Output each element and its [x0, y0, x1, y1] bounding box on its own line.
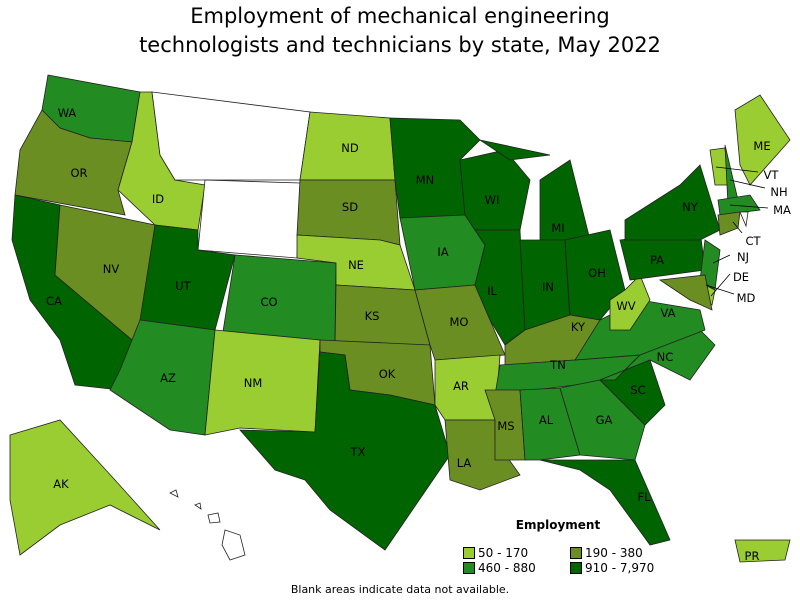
leader-line	[715, 166, 759, 173]
legend-label: 460 - 880	[478, 561, 536, 575]
state-label-id: ID	[152, 192, 164, 206]
state-label-pa: PA	[650, 253, 664, 267]
state-label-ny: NY	[682, 200, 699, 214]
leader-line	[732, 221, 743, 234]
state-wy[interactable]	[197, 179, 301, 259]
state-label-nh: NH	[770, 185, 787, 199]
legend-swatch	[570, 562, 582, 574]
title-line-1: Employment of mechanical engineering	[190, 4, 610, 28]
state-mt[interactable]	[151, 91, 311, 181]
state-hi[interactable]	[169, 489, 246, 561]
state-me[interactable]	[734, 94, 791, 186]
legend-swatch	[463, 547, 475, 559]
state-label-in: IN	[542, 280, 554, 294]
state-co[interactable]	[221, 254, 337, 346]
state-label-oh: OH	[588, 266, 606, 280]
state-ms[interactable]	[484, 389, 526, 461]
state-label-tx: TX	[350, 445, 366, 459]
state-ri[interactable]	[739, 211, 749, 228]
state-label-sc: SC	[630, 383, 645, 397]
state-md[interactable]	[658, 274, 713, 311]
state-label-mo: MO	[450, 315, 469, 329]
state-label-ks: KS	[365, 309, 380, 323]
state-label-co: CO	[260, 295, 277, 309]
legend-item-range-3: 460 - 880	[463, 561, 536, 575]
leader-line	[712, 254, 731, 264]
state-label-fl: FL	[637, 490, 651, 504]
state-label-de: DE	[733, 270, 749, 284]
state-label-ut: UT	[175, 279, 191, 293]
state-label-or: OR	[70, 166, 87, 180]
state-label-sd: SD	[342, 200, 358, 214]
legend-title: Employment	[515, 518, 601, 532]
state-label-az: AZ	[160, 371, 176, 385]
state-label-wa: WA	[58, 106, 77, 120]
state-ct[interactable]	[717, 211, 741, 236]
state-label-ma: MA	[773, 203, 791, 217]
state-label-nj: NJ	[737, 250, 749, 264]
legend-label: 190 - 380	[585, 546, 643, 560]
state-label-wi: WI	[485, 193, 500, 207]
state-ak[interactable]	[9, 419, 161, 556]
state-label-wv: WV	[616, 299, 635, 313]
state-label-al: AL	[539, 413, 554, 427]
state-label-mn: MN	[416, 173, 435, 187]
state-nm[interactable]	[204, 329, 321, 436]
legend-label: 50 - 170	[478, 546, 529, 560]
state-label-me: ME	[753, 139, 770, 153]
state-label-pr: PR	[745, 549, 760, 563]
state-nh[interactable]	[724, 144, 739, 206]
state-tx[interactable]	[239, 351, 451, 551]
state-label-nm: NM	[244, 376, 263, 390]
state-label-nv: NV	[103, 262, 120, 276]
state-label-ne: NE	[348, 258, 364, 272]
state-wi[interactable]	[459, 149, 531, 231]
state-label-ok: OK	[379, 367, 396, 381]
footnote: Blank areas indicate data not available.	[290, 583, 510, 596]
legend-item-range-4: 910 - 7,970	[570, 561, 654, 575]
leader-line	[705, 284, 735, 295]
state-pr[interactable]	[734, 539, 791, 563]
state-label-va: VA	[661, 306, 676, 320]
state-label-la: LA	[457, 456, 472, 470]
state-ny[interactable]	[624, 164, 721, 241]
state-label-ar: AR	[453, 379, 469, 393]
state-label-tn: TN	[549, 358, 566, 372]
state-label-md: MD	[737, 291, 756, 305]
leader-line	[710, 273, 731, 297]
state-label-ia: IA	[437, 245, 448, 259]
state-label-vt: VT	[764, 168, 780, 182]
state-wv[interactable]	[609, 274, 651, 331]
state-label-nd: ND	[341, 141, 359, 155]
state-label-ga: GA	[596, 413, 613, 427]
state-label-mi: MI	[551, 221, 564, 235]
legend-label: 910 - 7,970	[585, 561, 655, 575]
state-label-ct: CT	[745, 234, 761, 248]
legend: Employment 50 - 170 190 - 380 460 - 880 …	[463, 518, 683, 575]
state-ga[interactable]	[559, 379, 646, 461]
state-label-ky: KY	[571, 320, 586, 334]
state-ma[interactable]	[717, 194, 761, 216]
legend-swatch	[570, 547, 582, 559]
leader-line	[729, 204, 769, 209]
state-label-il: IL	[487, 284, 497, 298]
legend-item-range-1: 50 - 170	[463, 546, 528, 560]
state-label-ca: CA	[46, 294, 62, 308]
map-title: Employment of mechanical engineering tec…	[0, 2, 800, 60]
leader-line	[729, 179, 766, 189]
state-fl[interactable]	[539, 459, 671, 546]
title-line-2: technologists and technicians by state, …	[139, 33, 661, 57]
state-label-ms: MS	[497, 419, 514, 433]
state-label-nc: NC	[657, 350, 674, 364]
legend-swatch	[463, 562, 475, 574]
state-label-ak: AK	[53, 477, 69, 491]
legend-item-range-2: 190 - 380	[570, 546, 643, 560]
